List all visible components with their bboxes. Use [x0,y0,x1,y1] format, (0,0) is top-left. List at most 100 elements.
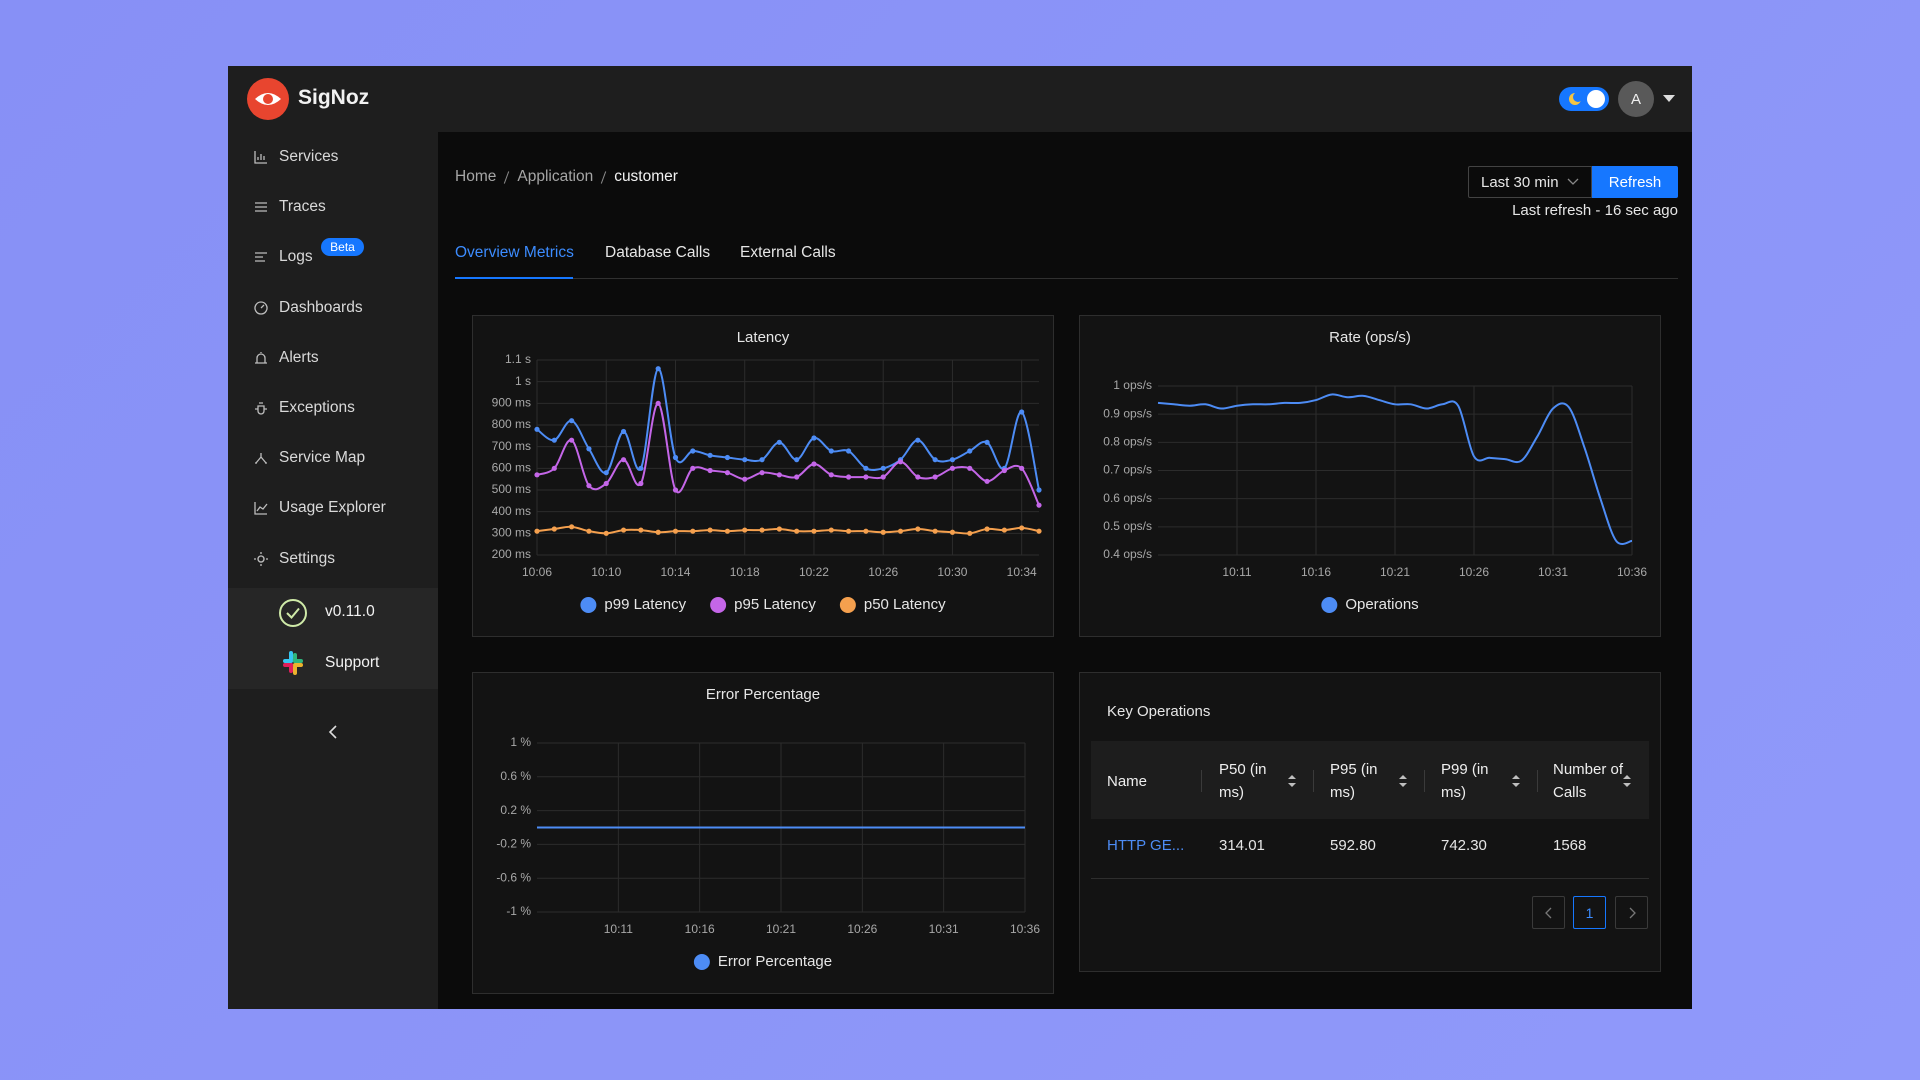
collapse-button[interactable] [325,723,341,741]
y-tick-label: 0.6 % [500,769,531,783]
y-tick-label: 700 ms [492,439,531,453]
nav-item[interactable]: Exceptions [253,391,423,425]
y-tick-label: 800 ms [492,417,531,431]
data-point [551,526,557,532]
nav-icon [254,551,268,566]
icon-shape [254,502,268,516]
series-line [536,525,1040,535]
breadcrumb-separator [600,170,607,184]
series-line [536,367,1040,491]
nav-item[interactable]: Usage Explorer [253,491,423,525]
account-caret[interactable] [1662,94,1676,104]
avatar[interactable]: A [1618,81,1654,117]
chevron-right [1629,907,1636,918]
data-point [845,448,852,454]
nav-item[interactable]: Traces [253,190,423,224]
nav-item[interactable]: Service Map [253,441,423,475]
sort-button[interactable] [1622,773,1632,789]
top-bar: SigNoz A [228,66,1692,132]
chart: Latency 200 ms 300 ms 400 ms 500 ms 600 ms 700… [492,329,1042,613]
time-range-select[interactable]: Last 30 min [1468,166,1592,198]
data-point [845,474,852,480]
data-point [690,528,696,534]
next-page[interactable] [1615,896,1648,929]
chart-title: Error Percentage [706,686,820,703]
beta-badge: Beta [321,238,364,256]
version: v0.11.0 [325,603,375,620]
icon-shape [255,202,267,212]
nav-item[interactable]: Settings [253,542,423,576]
panel-title: Key Operations [1107,703,1211,720]
tab[interactable]: Database Calls [605,244,711,261]
page-number[interactable]: 1 [1573,896,1606,929]
data-point [897,459,904,465]
nav-icon [255,402,267,415]
data-point [949,465,956,471]
y-tick-label: 200 ms [492,547,531,561]
theme-toggle[interactable] [1558,85,1612,113]
sort-up [1399,775,1407,779]
sort-button[interactable] [1287,773,1297,789]
data-point [915,437,921,443]
data-point [534,426,540,432]
table-cell: 314.01 [1219,837,1265,854]
y-tick-label: 600 ms [492,461,531,475]
y-tick-label: 0.8 ops/s [1103,435,1152,449]
x-tick-label: 10:31 [929,922,959,936]
sort-up [1512,775,1520,779]
column-header: P50 (in ms) [1219,761,1267,801]
sort-button[interactable] [1511,773,1521,789]
prev-page[interactable] [1532,896,1565,929]
data-point [603,480,609,487]
data-point [690,465,696,471]
refresh-button[interactable]: Refresh [1592,166,1678,198]
sort-icon [1512,775,1520,787]
x-tick-label: 10:21 [766,922,796,936]
nav-label: Logs [279,248,313,266]
app-window: SigNoz A Beta v0.11.0 Support Home Applic… [228,66,1692,1009]
legend: p99 Latency p95 Latency p50 Latency [580,596,946,613]
data-point [1036,502,1042,508]
support-row[interactable]: Support [228,638,438,689]
chart-title: Rate (ops/s) [1329,329,1411,346]
chart: Rate (ops/s) 0.4 ops/s 0.5 ops/s 0.6 ops/s 0… [1103,329,1647,613]
data-point [932,528,938,534]
nav-item[interactable]: Dashboards [253,291,423,325]
data-point [586,483,592,489]
data-point [724,454,731,461]
y-tick-label: 900 ms [492,396,531,410]
nav-label: Settings [279,549,336,567]
support: Support [325,654,380,671]
rate-panel: Rate (ops/s) 0.4 ops/s 0.5 ops/s 0.6 ops/s 0… [1079,315,1661,637]
sort-button[interactable] [1398,773,1408,789]
data-point [828,472,834,478]
data-point [949,529,956,535]
nav-item[interactable]: Services [253,140,423,174]
tab[interactable]: Overview Metrics [455,244,574,261]
data-point [949,457,956,463]
operation-link[interactable]: HTTP GE... [1107,837,1185,854]
data-point [620,428,627,435]
y-tick-label: -1 % [506,904,531,918]
nav-label: Traces [279,198,326,216]
nav-item[interactable]: Alerts [253,341,423,375]
y-tick-label: 0.2 % [500,803,531,817]
active-tab-underline [455,277,573,279]
x-tick-label: 10:30 [937,565,967,579]
tab[interactable]: External Calls [740,244,836,261]
data-point [742,476,748,482]
legend-swatch [693,954,710,970]
breadcrumb-item[interactable]: Application [517,168,594,185]
nav-icon [254,151,267,164]
chevron [1629,907,1636,918]
breadcrumb-item[interactable]: Home [455,168,497,185]
error-panel: Error Percentage -1 % -0.6 % -0.2 % 0.2 % 0.6… [472,672,1054,994]
nav-item[interactable]: Logs [253,240,423,274]
nav-icon [254,502,268,516]
data-point [638,465,644,471]
data-point [724,528,731,534]
nav-label: Dashboards [279,298,363,316]
x-tick-label: 10:22 [799,565,829,579]
sort-up [1623,775,1631,779]
data-point [759,470,765,476]
